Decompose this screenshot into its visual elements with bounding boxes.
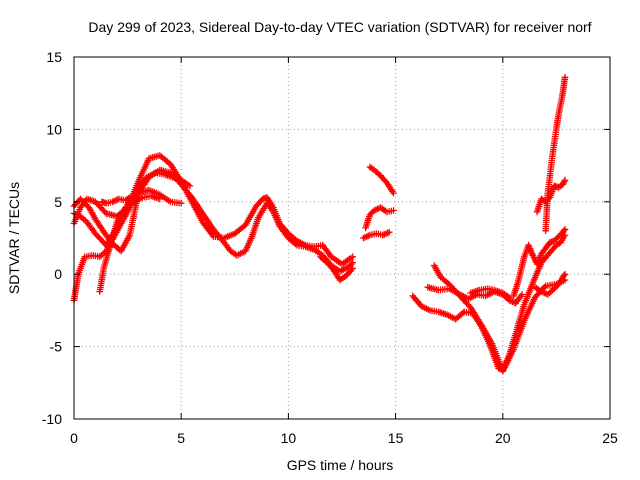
data-point [505, 294, 513, 301]
data-point [560, 272, 568, 279]
x-tick-label: 5 [177, 430, 185, 446]
series-track-o [510, 226, 569, 300]
data-point [82, 201, 90, 208]
chart-title: Day 299 of 2023, Sidereal Day-to-day VTE… [88, 19, 591, 35]
data-point [349, 253, 356, 261]
x-tick-label: 25 [602, 430, 618, 446]
data-point [368, 210, 375, 217]
data-point [459, 309, 467, 317]
data-point [541, 283, 548, 291]
series-track-i [362, 204, 397, 232]
data-point [186, 182, 194, 190]
series-track-j [360, 228, 393, 242]
y-axis-title: SDTVAR / TECUs [6, 182, 22, 294]
data-point [292, 240, 299, 248]
data-point [126, 194, 133, 201]
x-tick-label: 20 [495, 430, 511, 446]
data-point [561, 226, 569, 233]
data-point [553, 234, 561, 242]
data-point [349, 265, 356, 272]
y-tick-label: 0 [54, 266, 62, 282]
data-point [560, 227, 568, 235]
data-point [348, 266, 355, 274]
series-track-h [366, 163, 397, 197]
data-point [125, 195, 132, 202]
data-point [156, 195, 164, 203]
data-point [385, 228, 393, 236]
data-point [390, 189, 397, 197]
series-track-e [96, 192, 164, 295]
data-point [518, 291, 526, 298]
y-tick-label: 5 [54, 194, 62, 210]
y-tick-labels: -10 -5 0 5 10 15 [42, 49, 62, 427]
data-point [559, 181, 567, 188]
data-point [348, 260, 355, 268]
x-tick-label: 15 [388, 430, 404, 446]
series-track-f [98, 194, 133, 207]
data-point [345, 263, 352, 271]
data-point [177, 199, 185, 207]
data-point [77, 195, 84, 203]
x-axis-title: GPS time / hours [287, 457, 394, 473]
plot-frame [73, 56, 611, 420]
data-point [561, 178, 568, 185]
data-point [81, 199, 88, 207]
y-tick-label: 15 [46, 49, 62, 65]
x-tick-label: 10 [281, 430, 297, 446]
data-point [561, 176, 569, 184]
y-tick-label: -10 [42, 411, 62, 427]
y-tick-label: -5 [50, 339, 63, 355]
y-tick-label: 10 [46, 121, 62, 137]
series-track-p [531, 270, 569, 298]
data-point [390, 207, 397, 214]
series-track-g [317, 253, 356, 284]
x-tick-labels: 0 5 10 15 20 25 [70, 430, 618, 446]
data-point [555, 233, 562, 240]
data-points [70, 74, 569, 375]
x-tick-label: 0 [70, 430, 78, 446]
axis-ticks [73, 56, 611, 420]
series-track-m [424, 283, 526, 307]
data-point [561, 74, 569, 81]
data-point [561, 270, 569, 278]
series-track-n [467, 285, 513, 301]
data-point [560, 179, 567, 187]
series-track-r [542, 74, 569, 235]
data-point [349, 259, 356, 266]
